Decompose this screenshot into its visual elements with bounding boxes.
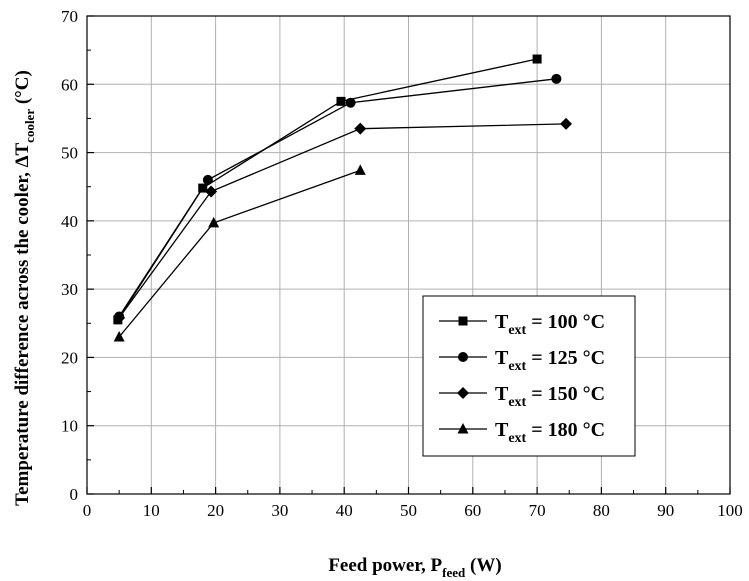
- legend-label: Text = 150 °C: [495, 383, 605, 410]
- legend-label-tail: = 180 °C: [526, 419, 605, 441]
- data-point-triangle: [208, 216, 220, 228]
- legend-label-main: T: [495, 383, 509, 405]
- series-line: [118, 123, 567, 319]
- legend-marker-triangle: [457, 423, 469, 434]
- data-point-triangle: [113, 330, 125, 342]
- legend-label-sub: ext: [508, 359, 526, 374]
- x-tick-label: 60: [464, 501, 481, 520]
- x-tick-label: 90: [657, 501, 674, 520]
- data-point-triangle: [354, 164, 366, 175]
- y-tick-label: 70: [61, 7, 78, 26]
- data-point-diamond: [205, 185, 218, 198]
- series-triangle: [113, 164, 366, 342]
- series-circle: [114, 73, 562, 322]
- y-tick-label: 30: [61, 280, 78, 299]
- data-point-circle: [551, 73, 562, 84]
- series-line: [118, 78, 557, 317]
- y-tick-label: 60: [61, 75, 78, 94]
- legend-label: Text = 180 °C: [495, 419, 605, 446]
- y-tick-label: 50: [61, 144, 78, 163]
- data-point-square: [336, 96, 346, 106]
- series-line: [118, 169, 361, 338]
- x-tick-label: 20: [207, 501, 224, 520]
- series-square: [113, 54, 542, 325]
- x-axis-title-sub: feed: [442, 565, 466, 580]
- y-axis-tick-labels: 0 10 20 30 40 50 60 70: [61, 7, 78, 504]
- data-point-square: [532, 54, 542, 64]
- y-tick-label: 20: [61, 348, 78, 367]
- x-tick-label: 40: [336, 501, 353, 520]
- x-tick-label: 30: [271, 501, 288, 520]
- y-tick-label: 10: [61, 417, 78, 436]
- legend-item: Text = 180 °C: [439, 419, 605, 446]
- legend-label: Text = 125 °C: [495, 347, 605, 374]
- x-tick-label: 0: [83, 501, 92, 520]
- series-diamond: [113, 117, 573, 324]
- x-tick-label: 100: [717, 501, 743, 520]
- data-point-diamond: [354, 122, 367, 135]
- series-line: [117, 58, 538, 321]
- data-point-circle: [345, 97, 356, 108]
- x-tick-label: 50: [400, 501, 417, 520]
- legend-label: Text = 100 °C: [495, 311, 605, 338]
- legend-item: Text = 125 °C: [439, 347, 605, 374]
- x-tick-label: 70: [529, 501, 546, 520]
- legend-item: Text = 150 °C: [439, 383, 605, 410]
- series-layer: [113, 54, 573, 342]
- legend-marker-circle: [458, 352, 468, 362]
- y-tick-label: 40: [61, 212, 78, 231]
- x-tick-label: 80: [593, 501, 610, 520]
- y-axis-title-main: Temperature difference across the cooler…: [12, 143, 33, 506]
- legend-label-main: T: [495, 347, 509, 369]
- data-point-diamond: [560, 117, 573, 130]
- y-axis-title-sub: cooler: [22, 109, 37, 143]
- legend-label-sub: ext: [508, 431, 526, 446]
- legend-label-main: T: [495, 419, 509, 441]
- legend-label-sub: ext: [508, 395, 526, 410]
- x-axis-title-tail: (W): [465, 555, 501, 576]
- legend-marker-diamond: [457, 387, 469, 399]
- y-tick-label: 0: [70, 485, 79, 504]
- legend-marker-square: [458, 316, 468, 326]
- legend-label-tail: = 150 °C: [526, 383, 605, 405]
- legend-label-tail: = 100 °C: [526, 311, 605, 333]
- x-axis-title-main: Feed power, P: [328, 555, 442, 576]
- legend-label-sub: ext: [508, 323, 526, 338]
- data-point-diamond: [113, 311, 126, 324]
- legend-label-tail: = 125 °C: [526, 347, 605, 369]
- legend-label-main: T: [495, 311, 509, 333]
- axis-ticks: [86, 15, 731, 495]
- y-axis-title-tail: (°C): [12, 70, 33, 109]
- y-axis-title: Temperature difference across the cooler…: [12, 70, 37, 506]
- x-axis-title: Feed power, Pfeed (W): [328, 555, 501, 580]
- legend-item: Text = 100 °C: [439, 311, 605, 338]
- x-tick-label: 10: [143, 501, 160, 520]
- data-point-circle: [202, 174, 213, 185]
- x-axis-tick-labels: 0 10 20 30 40 50 60 70 80 90 100: [83, 501, 743, 520]
